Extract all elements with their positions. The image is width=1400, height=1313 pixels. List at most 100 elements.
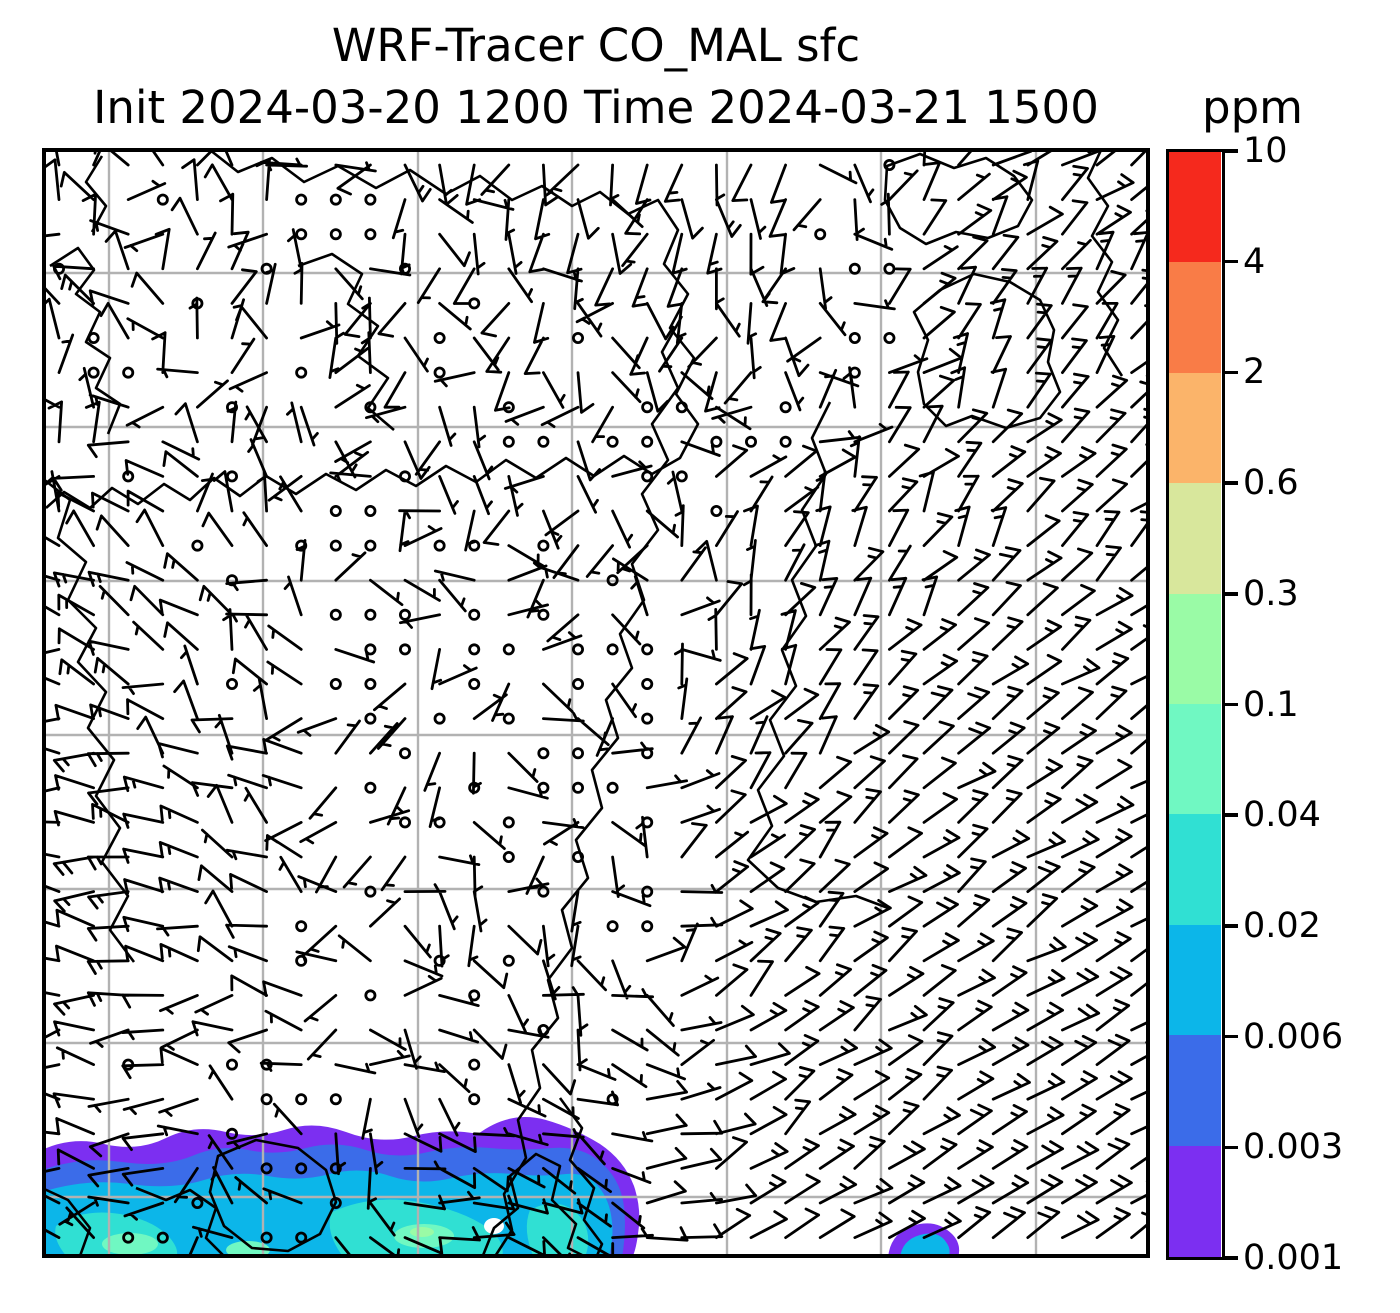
colorbar-tick-label: 4 [1243, 241, 1266, 282]
calm-wind-circle [295, 193, 308, 206]
coastline [42, 476, 136, 963]
calm-wind-circle [225, 401, 238, 414]
colorbar-segment [1169, 924, 1221, 1036]
calm-wind-circle [87, 366, 100, 379]
colorbar-tick-label: 0.3 [1243, 573, 1299, 614]
calm-wind-circle [329, 608, 342, 621]
calm-wind-circle [606, 781, 619, 794]
colorbar-tick [1224, 481, 1238, 485]
calm-wind-circle [329, 228, 342, 241]
calm-wind-circle [641, 643, 654, 656]
colorbar-tick [1224, 1034, 1238, 1039]
coastline [42, 1186, 92, 1257]
calm-wind-circle [468, 678, 481, 691]
calm-wind-circle [883, 158, 896, 171]
calm-wind-circle [675, 470, 688, 483]
calm-wind-circle [641, 435, 654, 448]
calm-wind-circle [295, 539, 308, 552]
colorbar-segment [1169, 1035, 1221, 1147]
calm-wind-circle [191, 1197, 204, 1210]
calm-wind-circle [433, 366, 446, 379]
calm-wind-circle [468, 297, 481, 310]
calm-wind-circle [814, 228, 827, 241]
calm-wind-circle [329, 193, 342, 206]
colorbar-tick-label: 10 [1243, 131, 1288, 171]
colorbar-tick [1224, 370, 1238, 375]
coastline [208, 1138, 338, 1253]
calm-wind-circle [641, 712, 654, 725]
calm-wind-circle [537, 747, 550, 760]
calm-wind-circle [364, 885, 377, 898]
calm-wind-circle [329, 678, 342, 691]
colorbar-tick-label: 0.6 [1243, 463, 1299, 504]
colorbar-segment [1169, 593, 1221, 705]
calm-wind-circle [260, 1162, 273, 1175]
calm-wind-circle [433, 816, 446, 829]
calm-wind-circle [572, 747, 585, 760]
calm-wind-circle [329, 504, 342, 517]
colorbar [1166, 149, 1225, 1260]
calm-wind-circle [883, 331, 896, 344]
calm-wind-circle [468, 781, 481, 794]
calm-wind-circle [606, 574, 619, 587]
map-frame [42, 148, 1150, 1258]
colorbar-tick [1224, 149, 1238, 153]
coastline [135, 1186, 227, 1258]
calm-wind-circle [295, 954, 308, 967]
colorbar-tick-label: 2 [1243, 352, 1266, 393]
calm-wind-circle [225, 1058, 238, 1071]
calm-wind-circle [260, 1058, 273, 1071]
calm-wind-circle [537, 781, 550, 794]
calm-wind-circle [502, 643, 515, 656]
calm-wind-circle [156, 1231, 169, 1244]
calm-wind-circle [364, 678, 377, 691]
calm-wind-circle [295, 366, 308, 379]
colorbar-tick [1224, 702, 1238, 707]
calm-wind-circle [502, 851, 515, 864]
calm-wind-circle [398, 816, 411, 829]
calm-wind-circle [606, 435, 619, 448]
calm-wind-circle [433, 539, 446, 552]
calm-wind-circle [122, 470, 135, 483]
tracer-fill-spot [410, 1227, 434, 1237]
calm-wind-circle [191, 539, 204, 552]
calm-wind-circle [52, 262, 65, 275]
calm-wind-circle [641, 401, 654, 414]
colorbar-tick [1224, 1145, 1238, 1150]
coastline [558, 1097, 604, 1258]
calm-wind-circle [848, 366, 861, 379]
colorbar-segment [1169, 1145, 1221, 1257]
calm-wind-circle [572, 331, 585, 344]
calm-wind-circle [537, 885, 550, 898]
tracer-fill-spot [226, 1241, 270, 1258]
colorbar-tick-label: 0.04 [1243, 795, 1321, 836]
calm-wind-circle [433, 712, 446, 725]
tracer-fill-spot [102, 1233, 158, 1255]
tracer-fill-spot [484, 1218, 504, 1234]
calm-wind-circle [572, 678, 585, 691]
calm-wind-circle [329, 1197, 342, 1210]
colorbar-segment [1169, 704, 1221, 815]
calm-wind-circle [156, 193, 169, 206]
calm-wind-circle [433, 331, 446, 344]
coastline [297, 252, 395, 431]
calm-wind-circle [502, 435, 515, 448]
colorbar-segment [1169, 152, 1221, 263]
calm-wind-circle [329, 539, 342, 552]
calm-wind-circle [641, 920, 654, 933]
calm-wind-circle [364, 504, 377, 517]
colorbar-tick-label: 0.02 [1243, 905, 1321, 946]
coastline [49, 246, 122, 435]
calm-wind-circle [468, 608, 481, 621]
calm-wind-circle [364, 712, 377, 725]
calm-wind-circle [295, 920, 308, 933]
map-content [42, 148, 1150, 1258]
calm-wind-circle [848, 331, 861, 344]
coastline [746, 401, 889, 910]
calm-wind-circle [606, 643, 619, 656]
calm-wind-circle [398, 643, 411, 656]
coastline [492, 315, 684, 1258]
calm-wind-circle [398, 747, 411, 760]
calm-wind-circle [225, 574, 238, 587]
